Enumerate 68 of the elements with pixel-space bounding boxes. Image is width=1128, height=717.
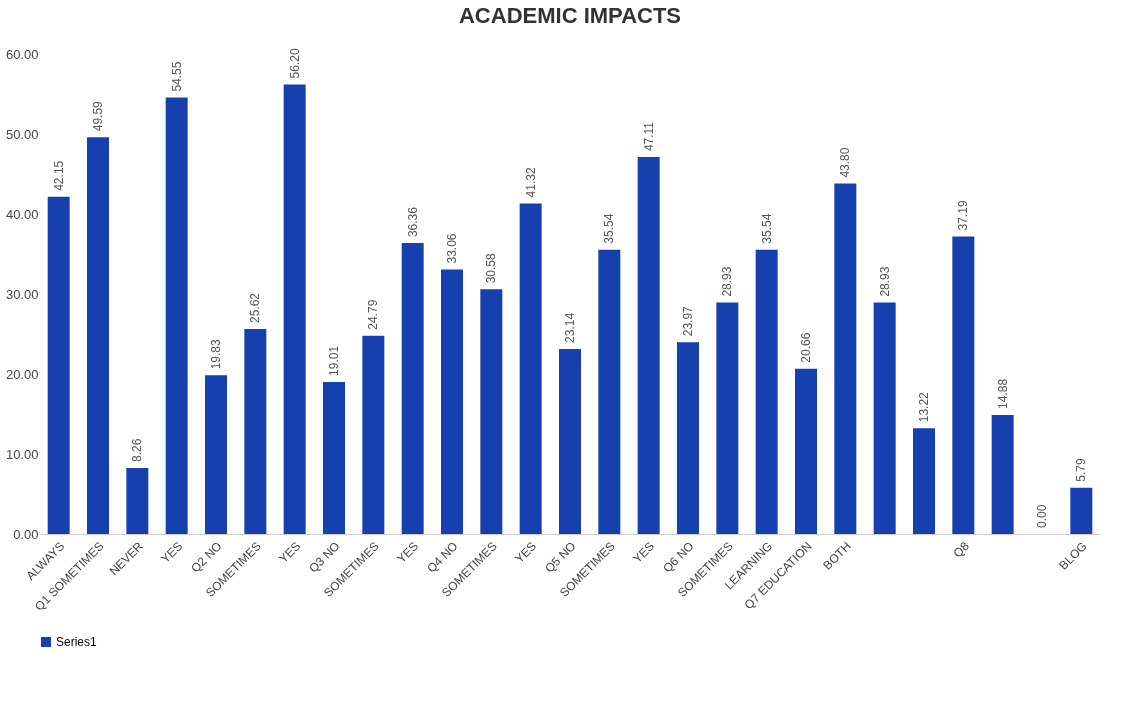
y-tick-label: 40.00 xyxy=(5,206,39,222)
legend-label: Series1 xyxy=(56,635,98,649)
bar xyxy=(755,249,778,534)
bar xyxy=(794,368,817,534)
x-tick-label: YES xyxy=(630,539,658,566)
bar xyxy=(677,342,699,534)
text: 36.36 xyxy=(405,207,420,238)
text: 19.01 xyxy=(327,345,342,376)
x-tick-label: YES xyxy=(394,539,422,566)
bar xyxy=(952,236,975,534)
text: 24.79 xyxy=(366,299,381,330)
text: 14.88 xyxy=(995,378,1010,409)
text: 8.26 xyxy=(130,438,145,462)
text: 42.15 xyxy=(51,160,66,191)
bar xyxy=(244,329,267,534)
text: 54.55 xyxy=(169,61,184,92)
bar xyxy=(126,467,149,534)
bar xyxy=(716,302,739,534)
text: 37.19 xyxy=(956,200,971,231)
bar xyxy=(559,348,581,534)
x-tick-label: Q8 xyxy=(950,538,973,561)
text: 47.11 xyxy=(641,121,656,152)
text: 23.97 xyxy=(681,306,695,337)
bar xyxy=(323,381,346,534)
bar xyxy=(873,302,896,534)
text: 49.59 xyxy=(91,101,106,132)
bar xyxy=(991,414,1014,534)
bar xyxy=(834,183,857,534)
bar xyxy=(205,375,228,534)
text: 41.32 xyxy=(523,167,538,198)
bar xyxy=(87,137,110,534)
text: 30.58 xyxy=(484,253,499,284)
y-tick-label: 10.00 xyxy=(5,446,39,462)
text: 33.06 xyxy=(445,233,459,264)
text: 56.20 xyxy=(287,48,302,79)
bar xyxy=(47,196,70,534)
x-tick-label: YES xyxy=(158,539,186,566)
y-tick-label: 50.00 xyxy=(5,126,39,142)
text: 0.00 xyxy=(1034,504,1049,528)
y-tick-label: 30.00 xyxy=(5,286,39,302)
bar xyxy=(637,157,660,534)
chart-title: ACADEMIC IMPACTS xyxy=(458,3,682,28)
text: 5.79 xyxy=(1074,458,1089,482)
text: 20.66 xyxy=(798,332,813,363)
text: 35.54 xyxy=(759,213,774,244)
text: 28.93 xyxy=(877,266,892,297)
text: 23.14 xyxy=(563,312,577,343)
text: 25.62 xyxy=(248,293,263,324)
y-tick-label: 0.00 xyxy=(13,526,39,542)
bar xyxy=(401,243,424,534)
bar xyxy=(165,97,188,534)
x-tick-label: YES xyxy=(512,539,540,566)
bar xyxy=(441,269,463,534)
y-tick-label: 20.00 xyxy=(5,366,39,382)
bar xyxy=(362,335,385,534)
bar xyxy=(480,289,503,534)
bar xyxy=(519,203,542,534)
bar xyxy=(598,249,621,534)
text: 28.93 xyxy=(720,266,735,297)
y-tick-label: 60.00 xyxy=(5,46,39,62)
bar xyxy=(912,428,935,534)
bar xyxy=(283,84,306,534)
text: 13.22 xyxy=(916,392,931,423)
bar xyxy=(1070,487,1093,534)
text: 19.83 xyxy=(209,339,224,370)
text: 43.80 xyxy=(838,147,853,178)
text: 35.54 xyxy=(602,213,617,244)
x-tick-label: YES xyxy=(276,539,304,566)
